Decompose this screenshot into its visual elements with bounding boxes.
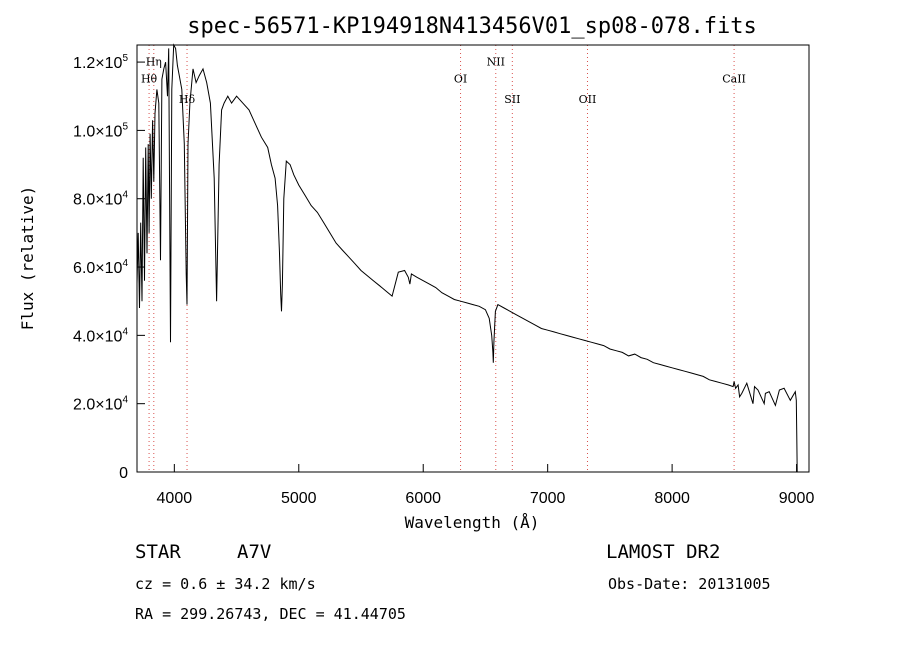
object-subclass: A7V <box>237 541 271 563</box>
sky-coordinates: RA = 299.26743, DEC = 41.44705 <box>135 605 406 623</box>
y-axis-label: Flux (relative) <box>18 186 37 331</box>
y-axis-ticks <box>137 61 145 473</box>
y-axis-tick-labels: 0 2.0×104 4.0×104 6.0×104 8.0×104 1.0×10… <box>73 53 128 482</box>
line-label-nii: NII <box>487 55 505 68</box>
spectrum-info: STAR A7V LAMOST DR2 cz = 0.6 ± 34.2 km/s… <box>135 541 771 623</box>
x-axis-ticks <box>173 464 798 472</box>
y-tick-label: 1.2×105 <box>73 53 128 72</box>
redshift-velocity: cz = 0.6 ± 34.2 km/s <box>135 575 316 593</box>
y-tick-label: 6.0×104 <box>73 258 128 277</box>
observation-date: Obs-Date: 20131005 <box>608 575 771 593</box>
x-tick-label: 5000 <box>281 490 317 507</box>
x-tick-label: 4000 <box>157 490 193 507</box>
y-tick-label: 4.0×104 <box>73 326 128 345</box>
x-axis-tick-labels: 4000 5000 6000 7000 8000 9000 <box>157 490 815 507</box>
y-tick-label: 2.0×104 <box>73 395 128 414</box>
line-label-h-delta: Hδ <box>179 93 196 106</box>
x-tick-label: 8000 <box>654 490 690 507</box>
line-label-h-eta: Hη <box>146 55 162 68</box>
x-tick-label: 6000 <box>405 490 441 507</box>
chart-title: spec-56571-KP194918N413456V01_sp08-078.f… <box>187 14 757 39</box>
line-label-oi: OI <box>454 73 467 86</box>
survey-name: LAMOST DR2 <box>606 541 720 563</box>
x-tick-label: 9000 <box>779 490 815 507</box>
y-tick-label: 0 <box>119 465 128 482</box>
line-label-sii: SII <box>504 93 520 106</box>
y-tick-label: 8.0×104 <box>73 190 128 209</box>
spectral-line-labels: Hη Hθ Hδ OI NII SII OII CaII <box>141 55 746 106</box>
y-tick-label: 1.0×105 <box>73 121 128 140</box>
x-tick-label: 7000 <box>530 490 566 507</box>
spectral-line-markers <box>148 45 735 472</box>
line-label-caii: CaII <box>722 73 746 86</box>
line-label-h-theta: Hθ <box>141 73 158 86</box>
line-label-oii: OII <box>579 93 597 106</box>
x-axis-label: Wavelength (Å) <box>405 513 540 532</box>
plot-frame <box>136 44 810 473</box>
object-class: STAR <box>135 541 181 563</box>
spectrum-series-line <box>136 43 798 473</box>
